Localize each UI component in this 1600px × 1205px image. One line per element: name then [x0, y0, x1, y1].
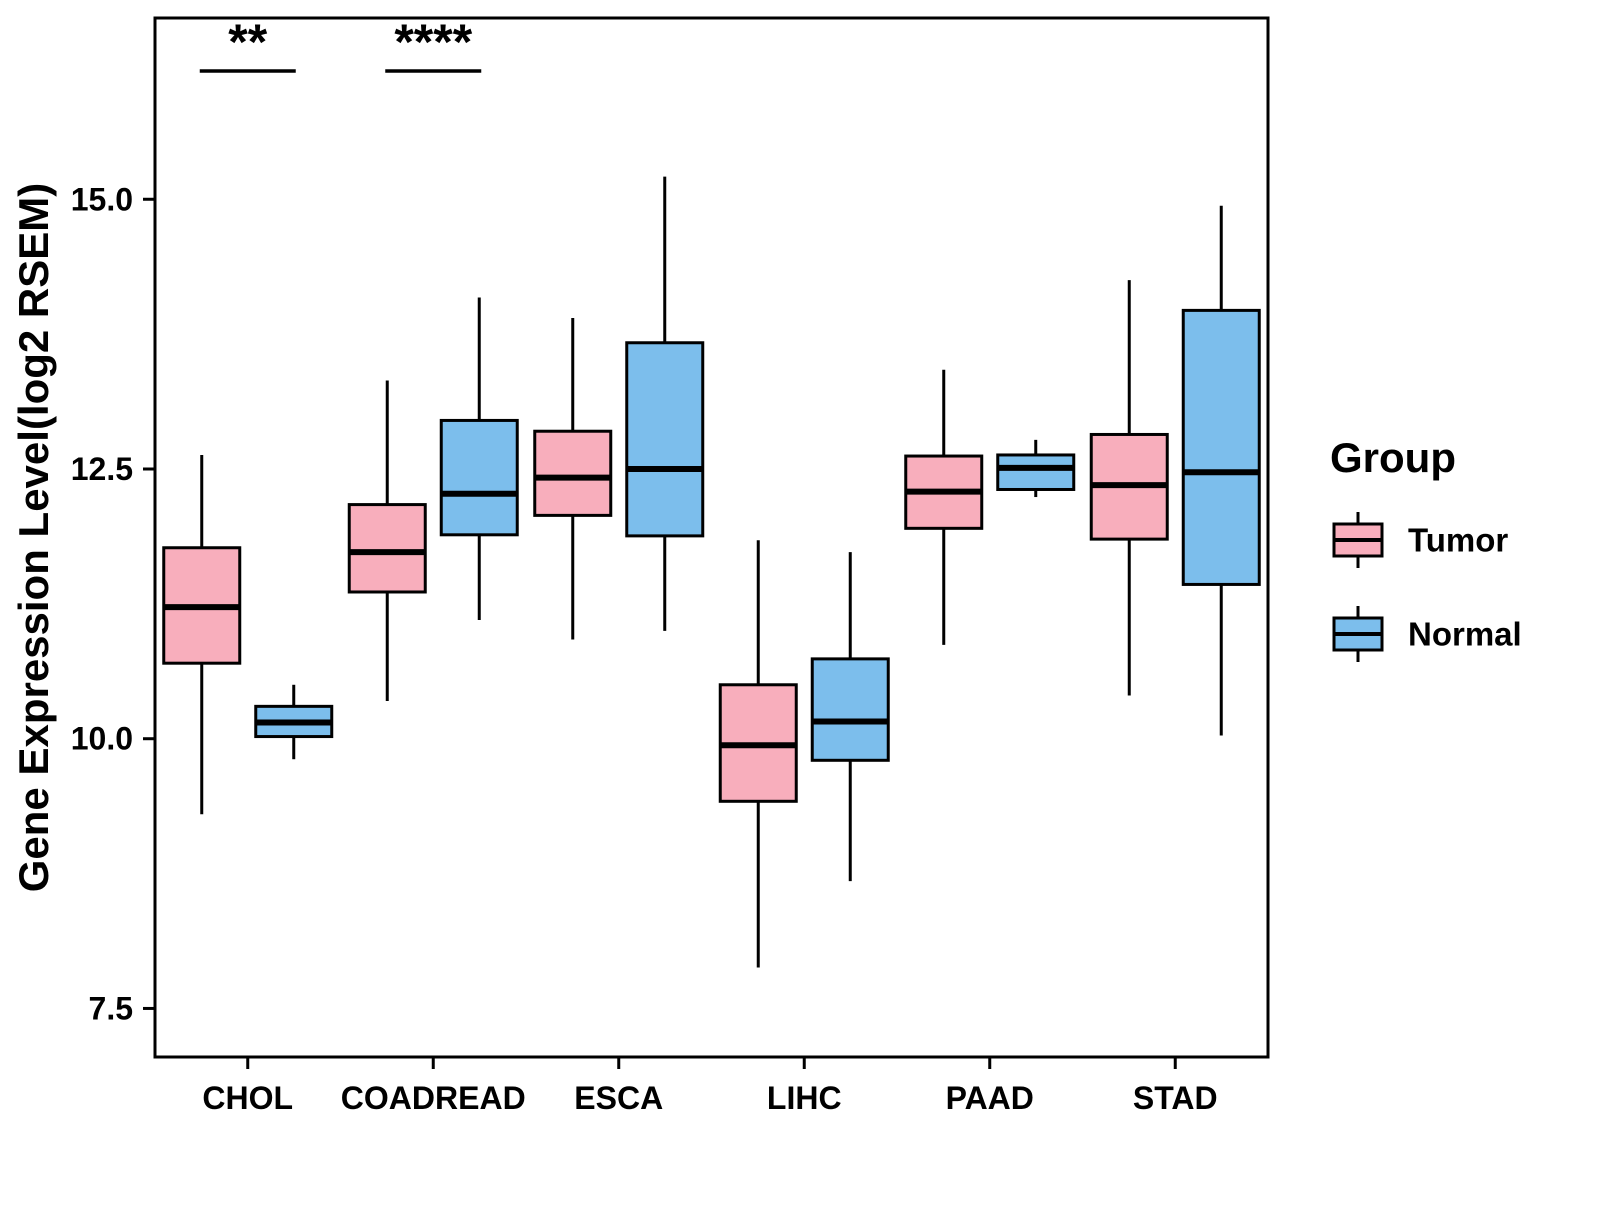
box-normal-lihc: [810, 552, 890, 882]
legend-title: Group: [1330, 434, 1456, 481]
significance-coadread: ****: [385, 14, 482, 73]
x-tick-label-chol: CHOL: [202, 1080, 293, 1116]
box-tumor-lihc: [718, 540, 798, 968]
x-tick-label-paad: PAAD: [946, 1080, 1034, 1116]
x-tick-label-lihc: LIHC: [767, 1080, 842, 1116]
iqr-box: [533, 429, 613, 517]
box-normal-chol: [254, 684, 334, 760]
iqr-box: [439, 418, 519, 537]
box-normal-paad: [996, 439, 1076, 498]
iqr-box: [996, 453, 1076, 491]
x-tick-label-coadread: COADREAD: [341, 1080, 526, 1116]
box-tumor-coadread: [347, 380, 427, 701]
significance-stars: ****: [394, 14, 472, 70]
x-axis: CHOL COADREAD ESCA LIHC PAAD STAD: [202, 1057, 1218, 1116]
box-normal-coadread: [439, 297, 519, 621]
box-tumor-paad: [904, 369, 984, 645]
legend-label-tumor: Tumor: [1408, 522, 1508, 559]
y-tick-label: 12.5: [71, 451, 133, 487]
box-tumor-stad: [1089, 280, 1169, 696]
box-tumor-chol: [162, 454, 242, 815]
y-tick-label: 7.5: [89, 990, 133, 1026]
series-tumor: [162, 280, 1169, 968]
y-tick-label: 10.0: [71, 721, 133, 757]
y-tick-label: 15.0: [71, 181, 133, 217]
legend-label-normal: Normal: [1408, 616, 1522, 653]
y-axis-title: Gene Expression Level(log2 RSEM): [10, 183, 57, 893]
legend: Group Tumor Normal: [1330, 434, 1522, 662]
iqr-box: [810, 657, 890, 762]
box-normal-stad: [1181, 205, 1261, 736]
significance-chol: **: [199, 14, 296, 73]
x-tick-label-stad: STAD: [1133, 1080, 1218, 1116]
plot-panel: [153, 16, 1270, 1059]
legend-entry-tumor: Tumor: [1332, 512, 1508, 568]
legend-entry-normal: Normal: [1332, 606, 1522, 662]
significance-stars: **: [228, 14, 267, 70]
y-axis: 7.5 10.0 12.5 15.0: [71, 181, 155, 1026]
iqr-box: [1181, 308, 1261, 586]
series-normal: [254, 176, 1261, 882]
x-tick-label-esca: ESCA: [574, 1080, 663, 1116]
iqr-box: [625, 341, 705, 538]
box-normal-esca: [625, 176, 705, 631]
iqr-box: [347, 503, 427, 594]
box-tumor-esca: [533, 317, 613, 640]
